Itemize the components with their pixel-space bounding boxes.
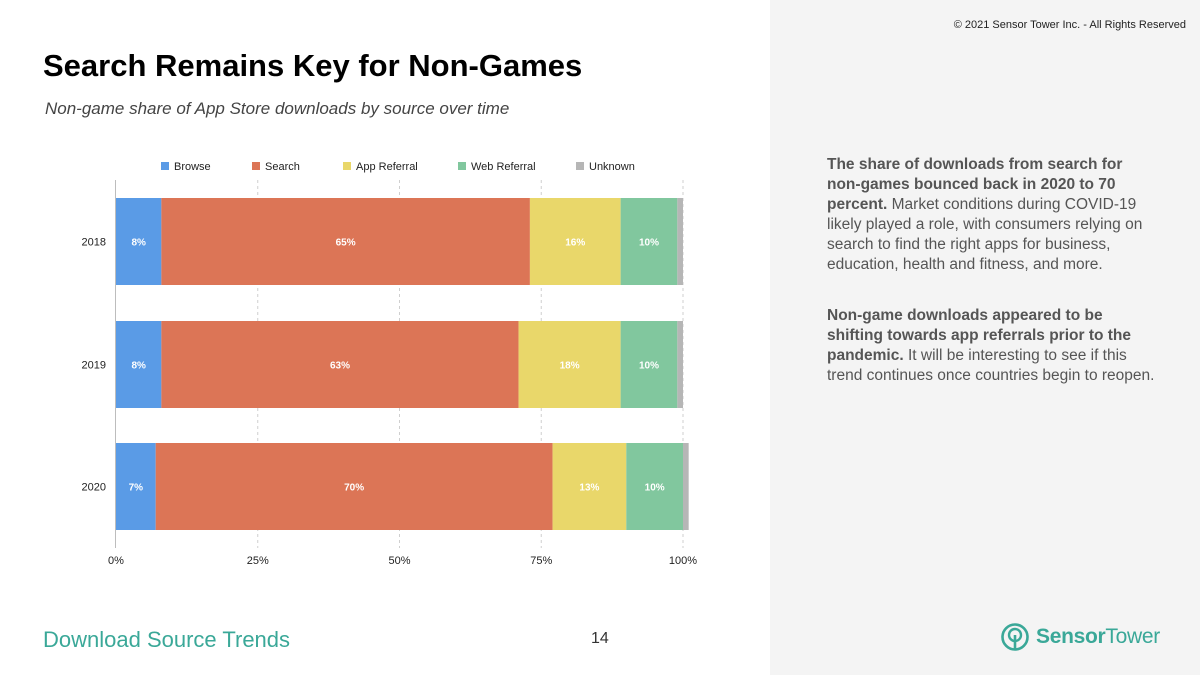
bar-label-2018-browse: 8%	[131, 238, 146, 249]
bar-2018-unknown	[677, 198, 683, 285]
commentary-2-text: It will be interesting to see if this tr…	[827, 347, 1155, 384]
bar-2020-app-referral	[552, 443, 627, 530]
stacked-bar-chart: 8% 65% 16% 10% 2018 8% 63% 18% 10% 2019 7% 70% 13% 10…	[82, 161, 698, 567]
bar-label-2018-search: 65%	[336, 238, 356, 249]
bar-2019-web-referral	[620, 321, 678, 408]
bar-label-2020-browse: 7%	[129, 483, 144, 494]
y-tick-label-2020: 2020	[82, 482, 106, 494]
bar-2018-browse	[116, 198, 162, 285]
bar-2020-search	[155, 443, 553, 530]
bar-label-2019-browse: 8%	[131, 361, 146, 372]
bar-label-2019-app-referral: 18%	[560, 361, 580, 372]
legend-swatch-web-referral	[458, 162, 466, 170]
page-title: Search Remains Key for Non-Games	[43, 48, 583, 83]
bar-2019-app-referral	[518, 321, 621, 408]
bar-label-2018-app-referral: 16%	[565, 238, 585, 249]
sensor-tower-logo-icon	[1001, 623, 1029, 651]
bar-2020-browse	[116, 443, 156, 530]
commentary-paragraph-2: Non-game downloads appeared to be shifti…	[827, 306, 1157, 386]
x-tick-label-75: 75%	[530, 555, 552, 567]
sensor-tower-logo-text: SensorTower	[1036, 625, 1160, 648]
bar-2020-web-referral	[626, 443, 683, 530]
legend-label-web-referral: Web Referral	[471, 161, 536, 173]
bar-2019-search	[161, 321, 519, 408]
page-number: 14	[591, 630, 609, 647]
commentary-1-text: Market conditions during COVID-19 likely…	[827, 196, 1143, 273]
legend-swatch-browse	[161, 162, 169, 170]
sensor-tower-logo: SensorTower	[1000, 620, 1160, 654]
section-title: Download Source Trends	[43, 627, 291, 652]
x-tick-label-0: 0%	[108, 555, 124, 567]
bar-label-2019-search: 63%	[330, 361, 350, 372]
legend-label-search: Search	[265, 161, 300, 173]
bar-label-2020-web-referral: 10%	[645, 483, 665, 494]
legend-swatch-search	[252, 162, 260, 170]
right-panel	[770, 0, 1200, 675]
bar-2018-app-referral	[529, 198, 621, 285]
bar-label-2020-app-referral: 13%	[579, 483, 599, 494]
bar-label-2020-search: 70%	[344, 483, 364, 494]
x-tick-label-100: 100%	[669, 555, 697, 567]
legend-label-app-referral: App Referral	[356, 161, 418, 173]
legend-swatch-app-referral	[343, 162, 351, 170]
commentary-1-bold: The share of downloads from search for n…	[827, 156, 1123, 213]
bar-2018-web-referral	[620, 198, 678, 285]
y-tick-label-2018: 2018	[82, 237, 106, 249]
bar-label-2019-web-referral: 10%	[639, 361, 659, 372]
legend-label-browse: Browse	[174, 161, 211, 173]
legend-label-unknown: Unknown	[589, 161, 635, 173]
y-tick-label-2019: 2019	[82, 360, 106, 372]
bar-2019-unknown	[677, 321, 683, 408]
bar-2018-search	[161, 198, 530, 285]
bar-2020-unknown	[683, 443, 689, 530]
copyright-notice: © 2021 Sensor Tower Inc. - All Rights Re…	[953, 19, 1186, 31]
commentary-paragraph-1: The share of downloads from search for n…	[827, 155, 1157, 275]
legend-swatch-unknown	[576, 162, 584, 170]
commentary-2-bold: Non-game downloads appeared to be shifti…	[827, 307, 1132, 364]
bar-label-2018-web-referral: 10%	[639, 238, 659, 249]
chart-subtitle: Non-game share of App Store downloads by…	[45, 99, 510, 118]
x-tick-label-50: 50%	[388, 555, 410, 567]
bar-2019-browse	[116, 321, 162, 408]
x-tick-label-25: 25%	[247, 555, 269, 567]
